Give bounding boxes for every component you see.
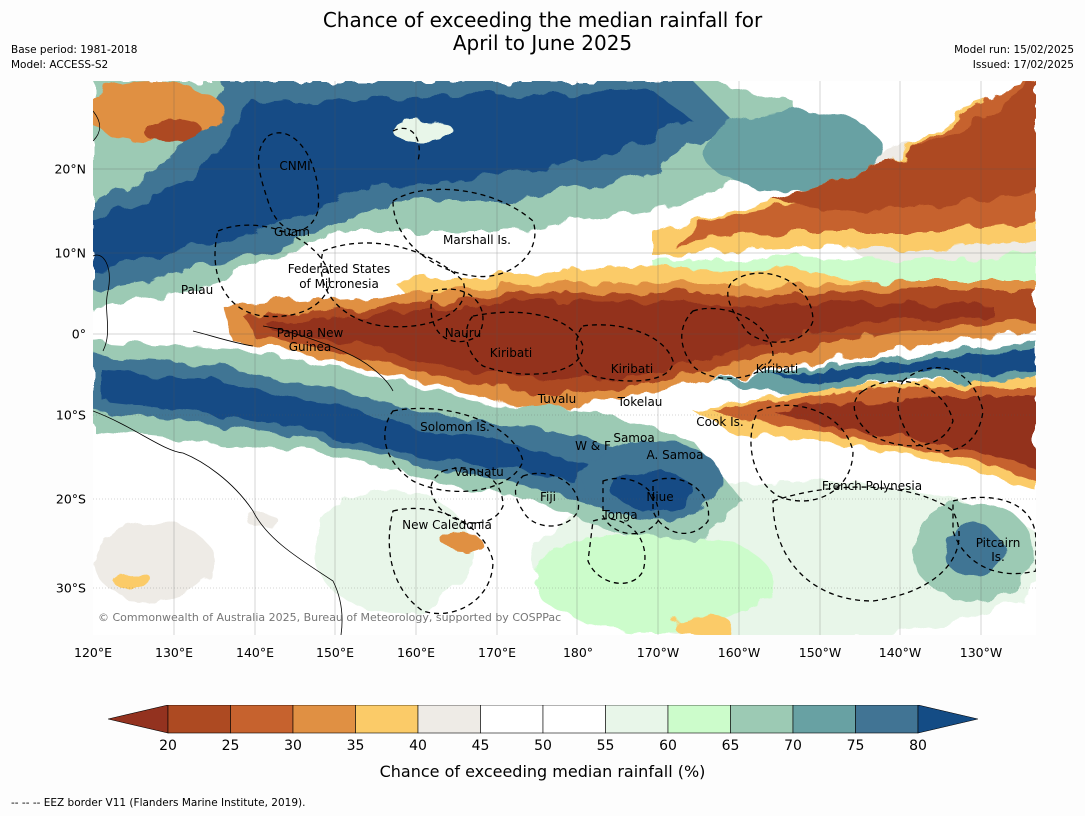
colorbar-tick: 30: [284, 738, 302, 754]
rainfall-map: CNMI Guam Marshall Is. Federated States …: [93, 81, 1036, 635]
region-label-vanuatu: Vanuatu: [454, 465, 504, 479]
lon-tick-160e: 160°E: [396, 645, 436, 660]
region-label-png-1: Papua New: [276, 326, 344, 340]
colorbar-segment: [230, 705, 294, 734]
colorbar-segment: [542, 705, 606, 734]
map-title-line2: April to June 2025: [452, 31, 633, 55]
region-label-tuvalu: Tuvalu: [537, 392, 577, 406]
region-label-tokelau: Tokelau: [617, 395, 663, 409]
colorbar-segment: [792, 705, 856, 734]
colorbar-segment: [355, 705, 419, 734]
colorbar-extend-high: [917, 705, 978, 734]
region-label-fsm-2: of Micronesia: [299, 277, 379, 291]
eez-borders: [214, 127, 1036, 615]
region-label-cnmi: CNMI: [279, 159, 311, 173]
meta-left: Base period: 1981-2018 Model: ACCESS-S2: [11, 43, 137, 73]
region-label-american-samoa: A. Samoa: [646, 448, 704, 462]
lat-tick-30s: 30°S: [55, 580, 86, 596]
region-label-samoa: Samoa: [613, 431, 655, 445]
issued-date: Issued: 17/02/2025: [972, 59, 1074, 71]
lat-tick-20s: 20°S: [55, 491, 86, 507]
region-label-wallis-futuna: W & F: [575, 439, 611, 453]
region-label-pitcairn-1: Pitcairn: [975, 536, 1021, 550]
lon-tick-150w: 150°W: [798, 645, 842, 660]
colorbar-tick: 25: [221, 738, 240, 754]
colorbar-tick: 80: [909, 738, 927, 754]
colorbar-tick: 55: [596, 738, 615, 754]
region-label-kiribati-west: Kiribati: [489, 346, 533, 360]
lon-tick-170e: 170°E: [477, 645, 517, 660]
region-label-guam: Guam: [274, 225, 310, 239]
map-canvas: [93, 81, 1036, 635]
colorbar-tick: 60: [659, 738, 677, 754]
region-label-cook: Cook Is.: [696, 415, 744, 429]
coastlines: [93, 110, 394, 635]
colorbar-segment: [730, 705, 794, 734]
colorbar-segment: [417, 705, 481, 734]
colorbar-tick: 75: [846, 738, 865, 754]
lon-tick-130e: 130°E: [154, 645, 194, 660]
base-period: Base period: 1981-2018: [11, 44, 138, 56]
meta-right: Model run: 15/02/2025 Issued: 17/02/2025: [954, 43, 1074, 73]
colorbar-segment: [167, 705, 231, 734]
region-label-palau: Palau: [180, 283, 214, 297]
colorbar-segment: [605, 705, 669, 734]
lon-tick-160w: 160°W: [717, 645, 761, 660]
lon-tick-150e: 150°E: [315, 645, 355, 660]
region-label-marshall: Marshall Is.: [443, 233, 511, 247]
colorbar-tick: 65: [721, 738, 740, 754]
colorbar-extend-low: [108, 705, 169, 734]
colorbar-tick: 35: [346, 738, 365, 754]
region-label-kiribati-east: Kiribati: [755, 362, 799, 376]
colorbar-label: Chance of exceeding median rainfall (%): [379, 762, 706, 781]
colorbar: [108, 705, 978, 734]
region-label-kiribati-central: Kiribati: [610, 362, 654, 376]
model-name: Model: ACCESS-S2: [11, 59, 109, 71]
model-run: Model run: 15/02/2025: [954, 44, 1074, 56]
colorbar-segment: [667, 705, 731, 734]
lon-tick-130w: 130°W: [959, 645, 1003, 660]
region-label-french-polynesia: French Polynesia: [821, 479, 923, 493]
colorbar-segment: [292, 705, 356, 734]
lon-tick-180: 180°: [562, 645, 594, 660]
region-label-png-2: Guinea: [288, 340, 332, 354]
copyright-notice: © Commonwealth of Australia 2025, Bureau…: [98, 611, 562, 624]
colorbar-segment: [855, 705, 919, 734]
region-label-fsm-1: Federated States: [287, 262, 391, 276]
region-label-solomon: Solomon Is.: [420, 420, 490, 434]
lat-tick-20n: 20°N: [54, 161, 86, 177]
region-label-pitcairn-2: Is.: [991, 550, 1005, 564]
lon-tick-170w: 170°W: [636, 645, 680, 660]
region-label-tonga: Tonga: [602, 508, 638, 522]
lon-tick-140w: 140°W: [878, 645, 922, 660]
colorbar-tick: 45: [471, 738, 490, 754]
colorbar-tick: 70: [784, 738, 802, 754]
region-label-nauru: Nauru: [444, 326, 482, 340]
region-label-new-caledonia: New Caledonia: [402, 518, 492, 532]
lat-tick-10n: 10°N: [54, 245, 86, 261]
map-title-line1: Chance of exceeding the median rainfall …: [322, 8, 763, 32]
lon-tick-120e: 120°E: [73, 645, 113, 660]
lat-tick-10s: 10°S: [55, 407, 86, 423]
map-grid: [93, 81, 1036, 635]
colorbar-segment: [480, 705, 544, 734]
region-label-niue: Niue: [646, 490, 674, 504]
lon-tick-140e: 140°E: [235, 645, 275, 660]
colorbar-tick: 20: [159, 738, 177, 754]
region-label-fiji: Fiji: [539, 490, 557, 504]
lat-tick-0: 0°: [71, 326, 86, 342]
eez-footnote: -- -- -- EEZ border V11 (Flanders Marine…: [11, 797, 306, 809]
colorbar-tick: 40: [409, 738, 427, 754]
colorbar-tick: 50: [534, 738, 552, 754]
